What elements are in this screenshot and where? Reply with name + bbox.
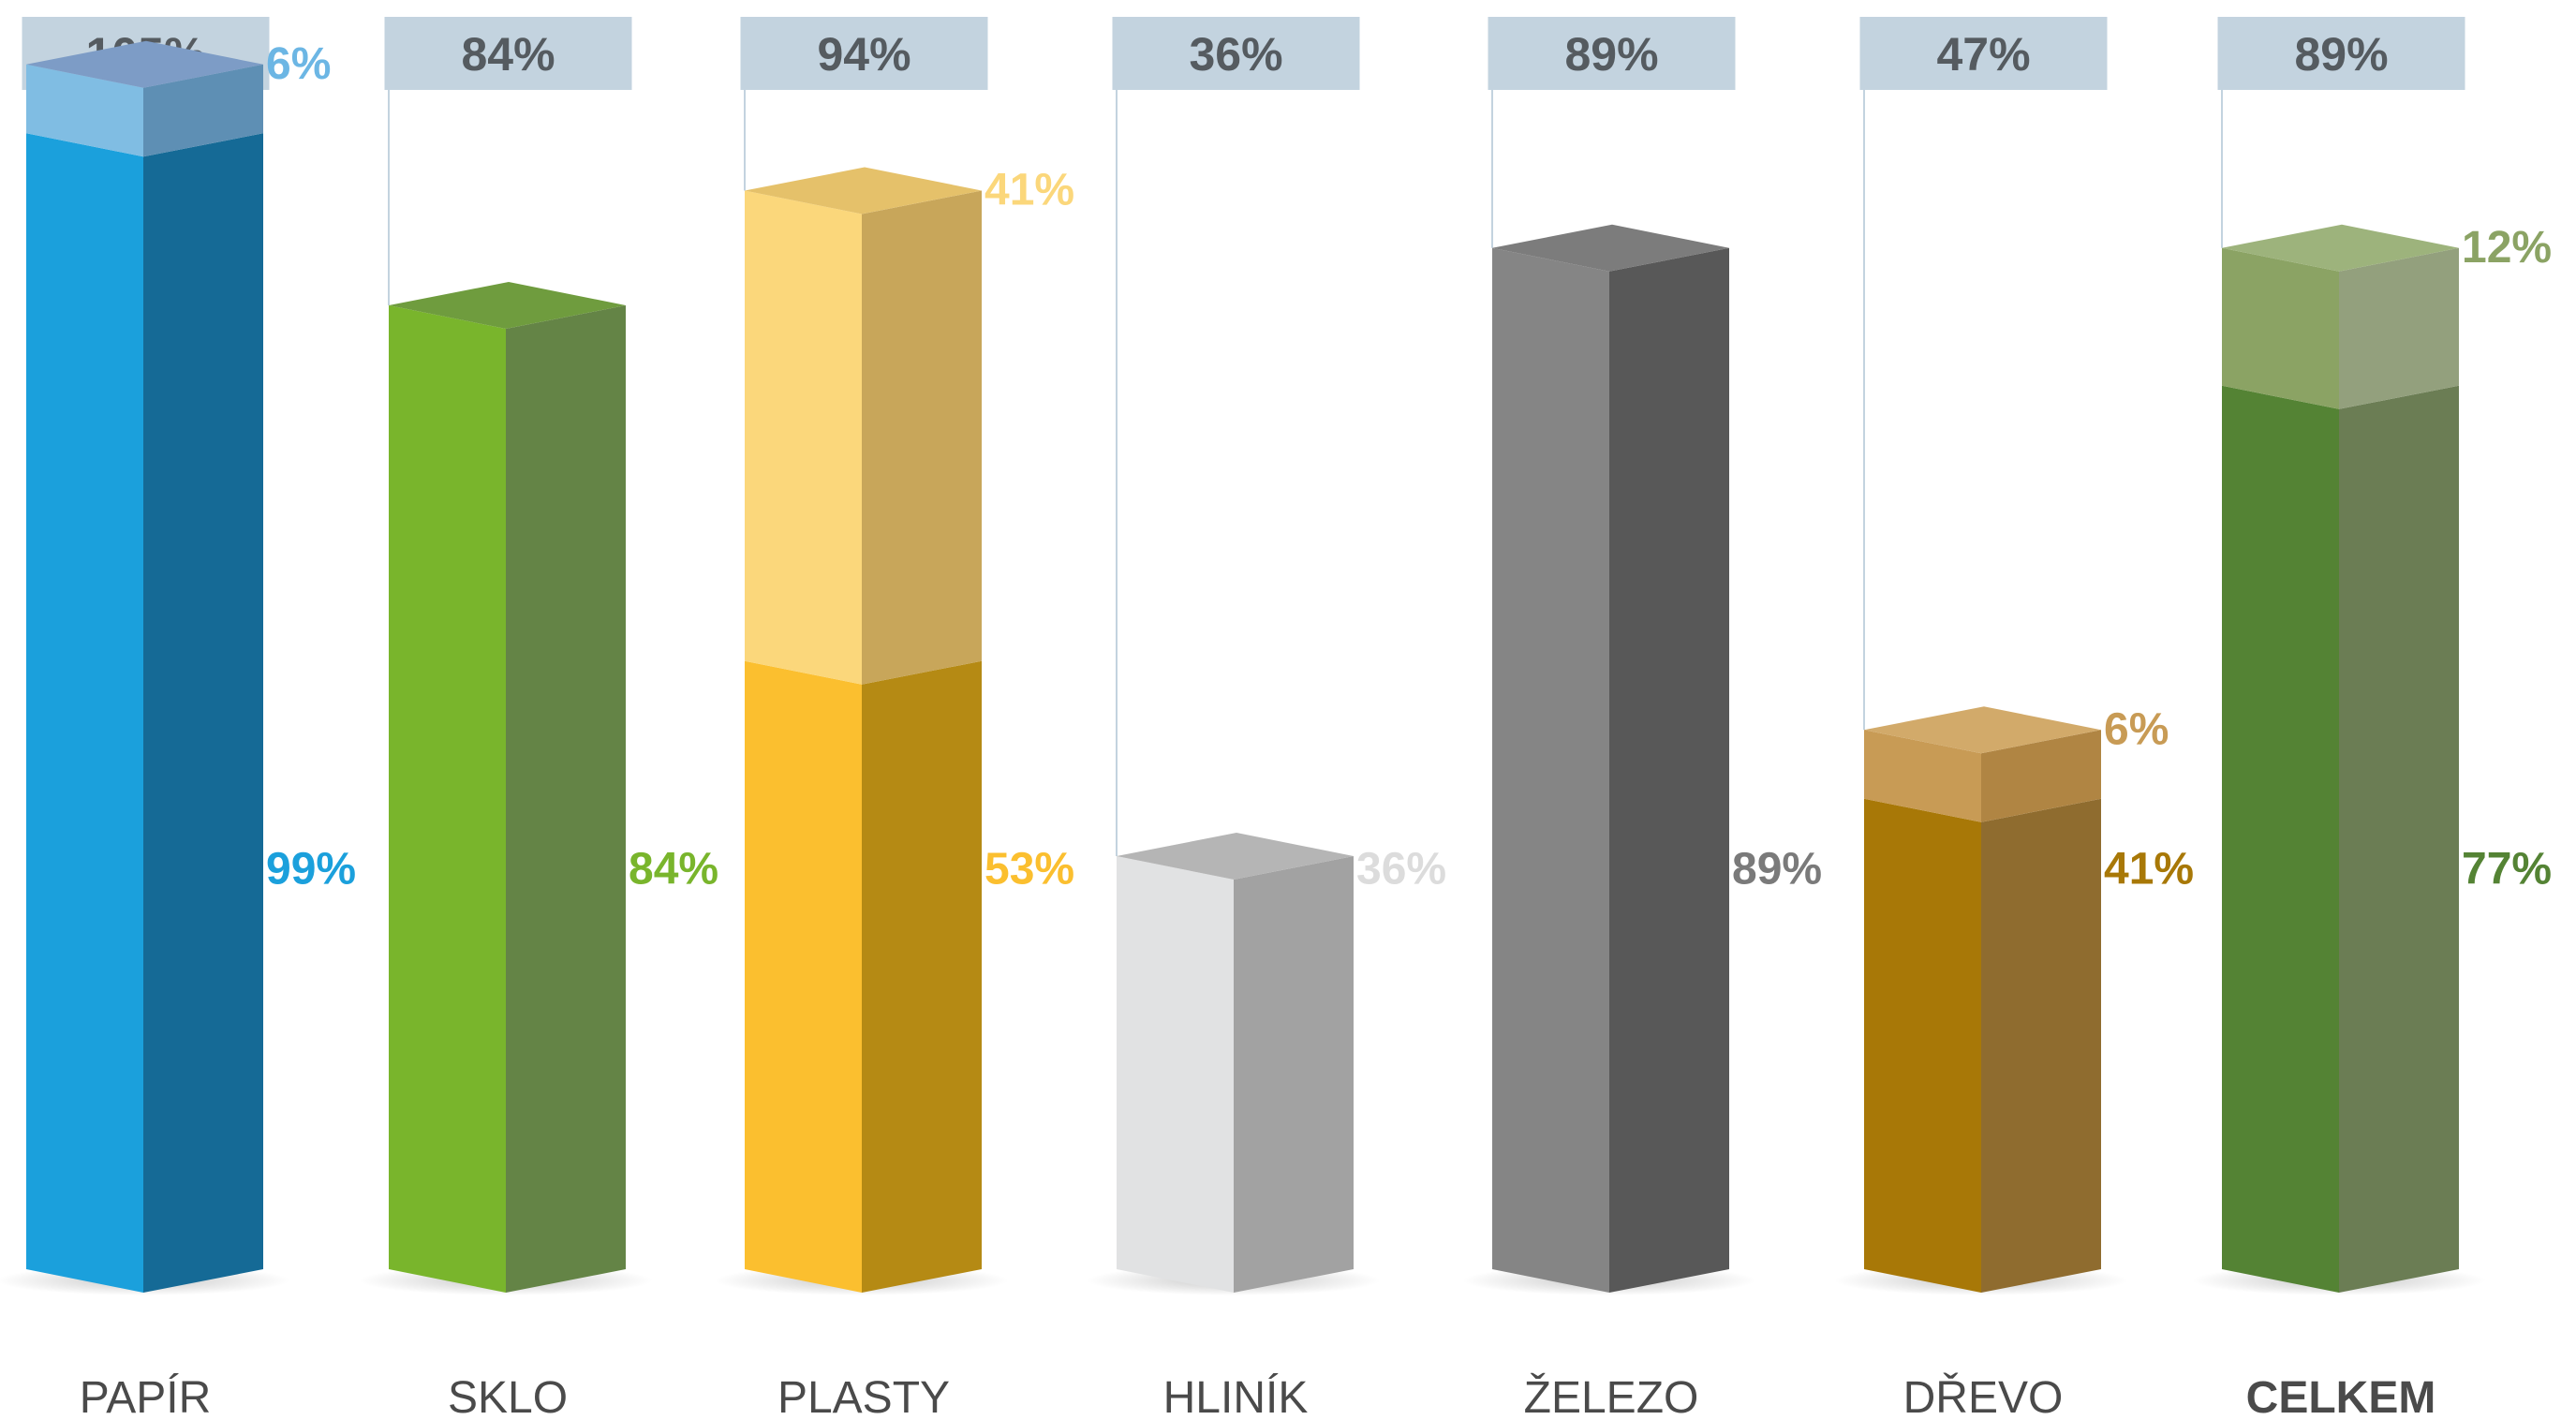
bar-segment-front	[745, 190, 862, 685]
bar-top-cap	[1492, 224, 1729, 272]
total-label: 94%	[817, 28, 910, 81]
bar-segment-front	[389, 305, 506, 1293]
segment-value-label: 6%	[2104, 704, 2169, 754]
total-label-box	[740, 17, 988, 90]
segment-value-label: 12%	[2462, 223, 2552, 273]
total-label-box	[1859, 17, 2108, 90]
bar-top-cap	[2222, 224, 2459, 272]
bar-top-cap	[745, 167, 982, 214]
bar-segment-side	[2339, 247, 2459, 409]
bar-column-drevo: 47% 41% 6% DŘEVO	[1834, 17, 2194, 1420]
segment-value-label: 41%	[2104, 844, 2194, 894]
bar-segment-side	[862, 660, 982, 1293]
bar-segment-front	[26, 133, 143, 1293]
bar-segment-front	[1492, 247, 1609, 1293]
bar-segment-front	[745, 660, 862, 1293]
bar-segment-side	[1234, 856, 1354, 1293]
total-label: 89%	[1564, 28, 1658, 81]
bar-segment-front	[1864, 798, 1981, 1293]
segment-value-label: 53%	[985, 844, 1074, 894]
category-label: SKLO	[448, 1373, 568, 1420]
segment-value-label: 99%	[266, 844, 356, 894]
category-label: ŽELEZO	[1524, 1373, 1699, 1420]
total-label-box	[2217, 17, 2465, 90]
category-label: HLINÍK	[1163, 1373, 1309, 1420]
bar-top-cap	[1117, 833, 1354, 880]
total-label: 47%	[1936, 28, 2030, 81]
bar-top-cap	[389, 282, 626, 329]
bar-segment-front	[1864, 730, 1981, 822]
bar-column-hlinik: 36% 36% HLINÍK	[1087, 17, 1446, 1420]
bar-column-plasty: 94% 53% 41% PLASTY	[715, 17, 1074, 1420]
bar-segment-front	[1117, 856, 1234, 1293]
bar-segment-side	[143, 64, 263, 157]
bar-segment-side	[2339, 385, 2459, 1293]
bar-segment-side	[506, 305, 626, 1293]
bar-column-zelezo: 89% 89% ŽELEZO	[1462, 17, 1822, 1420]
category-label: PAPÍR	[80, 1373, 211, 1420]
category-label: CELKEM	[2246, 1373, 2436, 1420]
category-label: PLASTY	[777, 1373, 950, 1420]
bar-segment-front	[2222, 385, 2339, 1293]
bar-top-cap	[1864, 706, 2101, 754]
bar-segment-side	[1981, 730, 2101, 822]
bar-column-sklo: 84% 84% SKLO	[359, 17, 718, 1420]
total-label-box	[1488, 17, 1736, 90]
segment-value-label: 36%	[1356, 844, 1446, 894]
segment-value-label: 41%	[985, 166, 1074, 215]
bar-segment-side	[1981, 798, 2101, 1293]
total-label: 84%	[461, 28, 555, 81]
segment-value-label: 84%	[629, 844, 718, 894]
total-label: 89%	[2294, 28, 2388, 81]
segment-value-label: 89%	[1732, 844, 1822, 894]
total-label-box	[384, 17, 632, 90]
segment-value-label: 6%	[266, 39, 331, 89]
category-label: DŘEVO	[1903, 1373, 2064, 1420]
bar-segment-front	[2222, 247, 2339, 409]
segment-value-label: 77%	[2462, 844, 2552, 894]
bar-column-celkem: 89% 77% 12% CELKEM	[2192, 17, 2552, 1420]
bar-segment-side	[862, 190, 982, 685]
total-label-box	[1112, 17, 1360, 90]
bar-segment-side	[1609, 247, 1729, 1293]
bar-column-papir: 105%99%6%PAPÍR	[0, 17, 356, 1420]
bar-segment-side	[143, 133, 263, 1293]
total-label: 36%	[1189, 28, 1282, 81]
bar-segment-front	[26, 64, 143, 157]
bar-top-cap	[26, 40, 263, 88]
